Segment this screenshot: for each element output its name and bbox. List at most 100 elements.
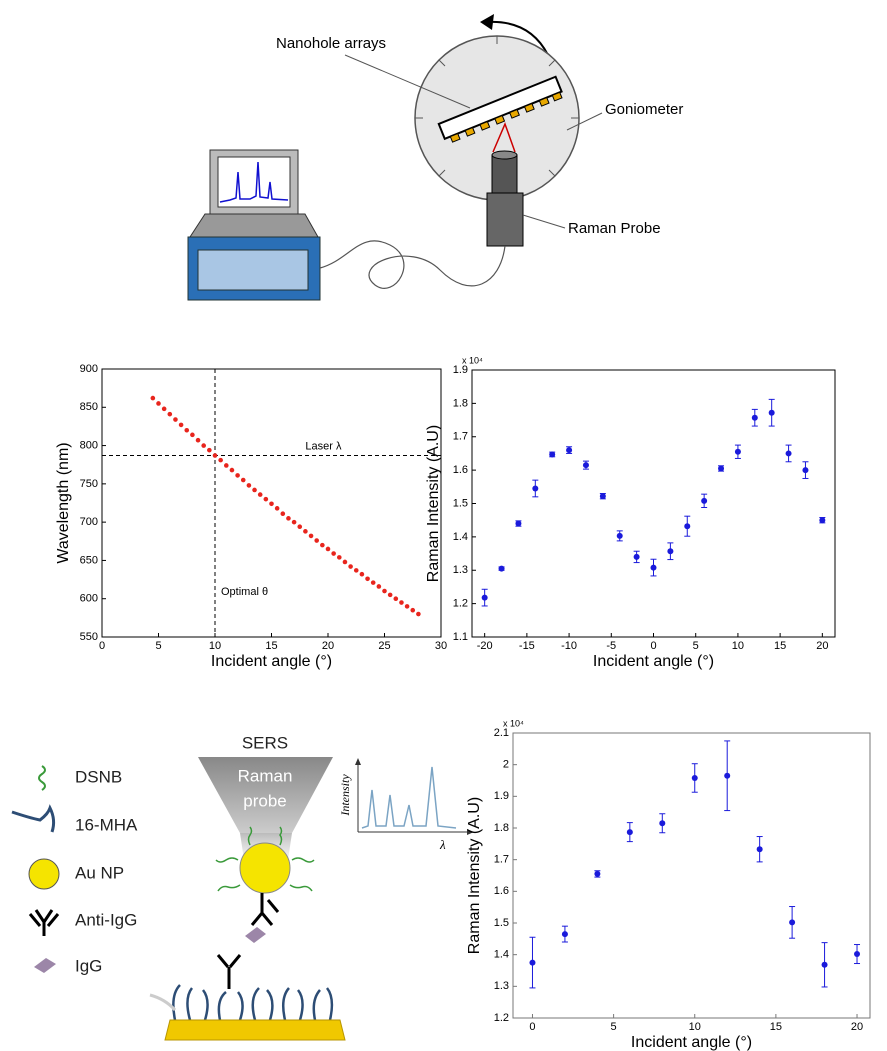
point — [252, 487, 257, 493]
leader-line — [566, 112, 603, 131]
point — [751, 414, 758, 421]
point — [854, 951, 861, 958]
point — [291, 519, 297, 525]
point — [416, 611, 421, 617]
laser-beam — [492, 121, 516, 153]
point — [785, 450, 792, 457]
raman-probe-cone — [198, 757, 333, 833]
point — [178, 422, 184, 428]
point — [161, 406, 167, 412]
legend-label: IgG — [75, 956, 102, 975]
keyboard — [189, 213, 319, 238]
point — [549, 451, 556, 458]
probe-lens — [491, 150, 518, 160]
point — [224, 463, 229, 468]
y-tick-label: 2.1 — [494, 727, 509, 739]
point — [308, 533, 314, 539]
x-tick-label: -10 — [561, 640, 577, 652]
label: Raman Probe — [568, 220, 661, 237]
laptop-panel — [197, 249, 309, 291]
probe-label: probe — [243, 791, 286, 810]
x-tick-label: 15 — [265, 640, 277, 652]
point — [566, 447, 573, 454]
y-tick-label: 2 — [503, 759, 509, 771]
point — [667, 548, 674, 555]
point — [561, 931, 568, 938]
point — [626, 829, 633, 836]
inset-xlabel: λ — [439, 837, 446, 852]
point — [393, 596, 399, 602]
point — [387, 592, 393, 598]
y-tick-label: 1.6 — [453, 464, 468, 476]
y-tick-label: 1.2 — [453, 598, 468, 610]
arrowhead — [467, 829, 474, 835]
point — [337, 555, 342, 560]
point — [184, 427, 190, 433]
point — [325, 546, 331, 552]
gold-substrate — [164, 1019, 346, 1041]
point — [802, 467, 809, 474]
point — [529, 959, 536, 966]
point — [582, 462, 589, 469]
x-tick-label: 30 — [435, 640, 447, 652]
inset-spectrum — [361, 766, 457, 829]
arrowhead — [480, 14, 494, 30]
point — [235, 473, 240, 478]
point — [229, 467, 235, 473]
x-tick-label: 0 — [650, 640, 656, 652]
point — [399, 600, 404, 605]
point — [599, 493, 606, 500]
mha-icon — [11, 804, 56, 833]
inset-ylabel: Intensity — [338, 774, 352, 817]
plot-frame — [512, 732, 871, 1019]
point — [314, 538, 320, 543]
point — [633, 553, 640, 560]
leader-line — [344, 54, 471, 109]
point — [286, 516, 291, 521]
y-tick-label: 1.4 — [494, 949, 509, 961]
point — [201, 443, 206, 448]
label: Nanohole arrays — [276, 35, 386, 52]
y-tick-label: 1.8 — [453, 397, 468, 409]
point — [150, 395, 156, 401]
inset-axes — [357, 762, 470, 833]
arrowhead — [355, 758, 361, 765]
point — [297, 524, 303, 530]
point — [376, 584, 382, 589]
label: Goniometer — [605, 101, 683, 118]
probe-body — [486, 192, 524, 247]
y-tick-label: 650 — [80, 554, 98, 566]
y-tick-label: 1.3 — [453, 564, 468, 576]
y-tick-label: 1.6 — [494, 885, 509, 897]
mha-tail — [149, 993, 177, 1012]
y-tick-label: 700 — [80, 516, 98, 528]
y-multiplier: x 10⁴ — [503, 718, 524, 728]
point — [659, 820, 666, 827]
legend-label: Au NP — [75, 863, 124, 882]
au-np-icon — [28, 858, 60, 890]
point — [365, 576, 370, 582]
anti-igg — [250, 893, 280, 926]
point — [734, 448, 741, 455]
y-tick-label: 750 — [80, 478, 98, 490]
x-tick-label: 20 — [816, 640, 828, 652]
point — [718, 465, 725, 472]
plot-frame — [471, 369, 836, 638]
x-tick-label: 10 — [732, 640, 744, 652]
y-tick-label: 1.9 — [453, 364, 468, 376]
point — [212, 453, 218, 458]
x-tick-label: -20 — [477, 640, 493, 652]
point — [701, 497, 708, 504]
point — [370, 580, 376, 585]
point — [691, 774, 698, 781]
y-tick-label: 1.4 — [453, 531, 468, 543]
point — [342, 559, 348, 565]
y-tick-label: 1.3 — [494, 980, 509, 992]
x-axis-label: Incident angle (°) — [631, 1034, 752, 1051]
x-tick-label: -5 — [606, 640, 616, 652]
y-tick-label: 800 — [80, 439, 98, 451]
x-tick-label: 0 — [529, 1021, 535, 1033]
x-tick-label: 20 — [322, 640, 334, 652]
legend-label: DSNB — [75, 767, 122, 786]
sers-title: SERS — [242, 733, 288, 752]
